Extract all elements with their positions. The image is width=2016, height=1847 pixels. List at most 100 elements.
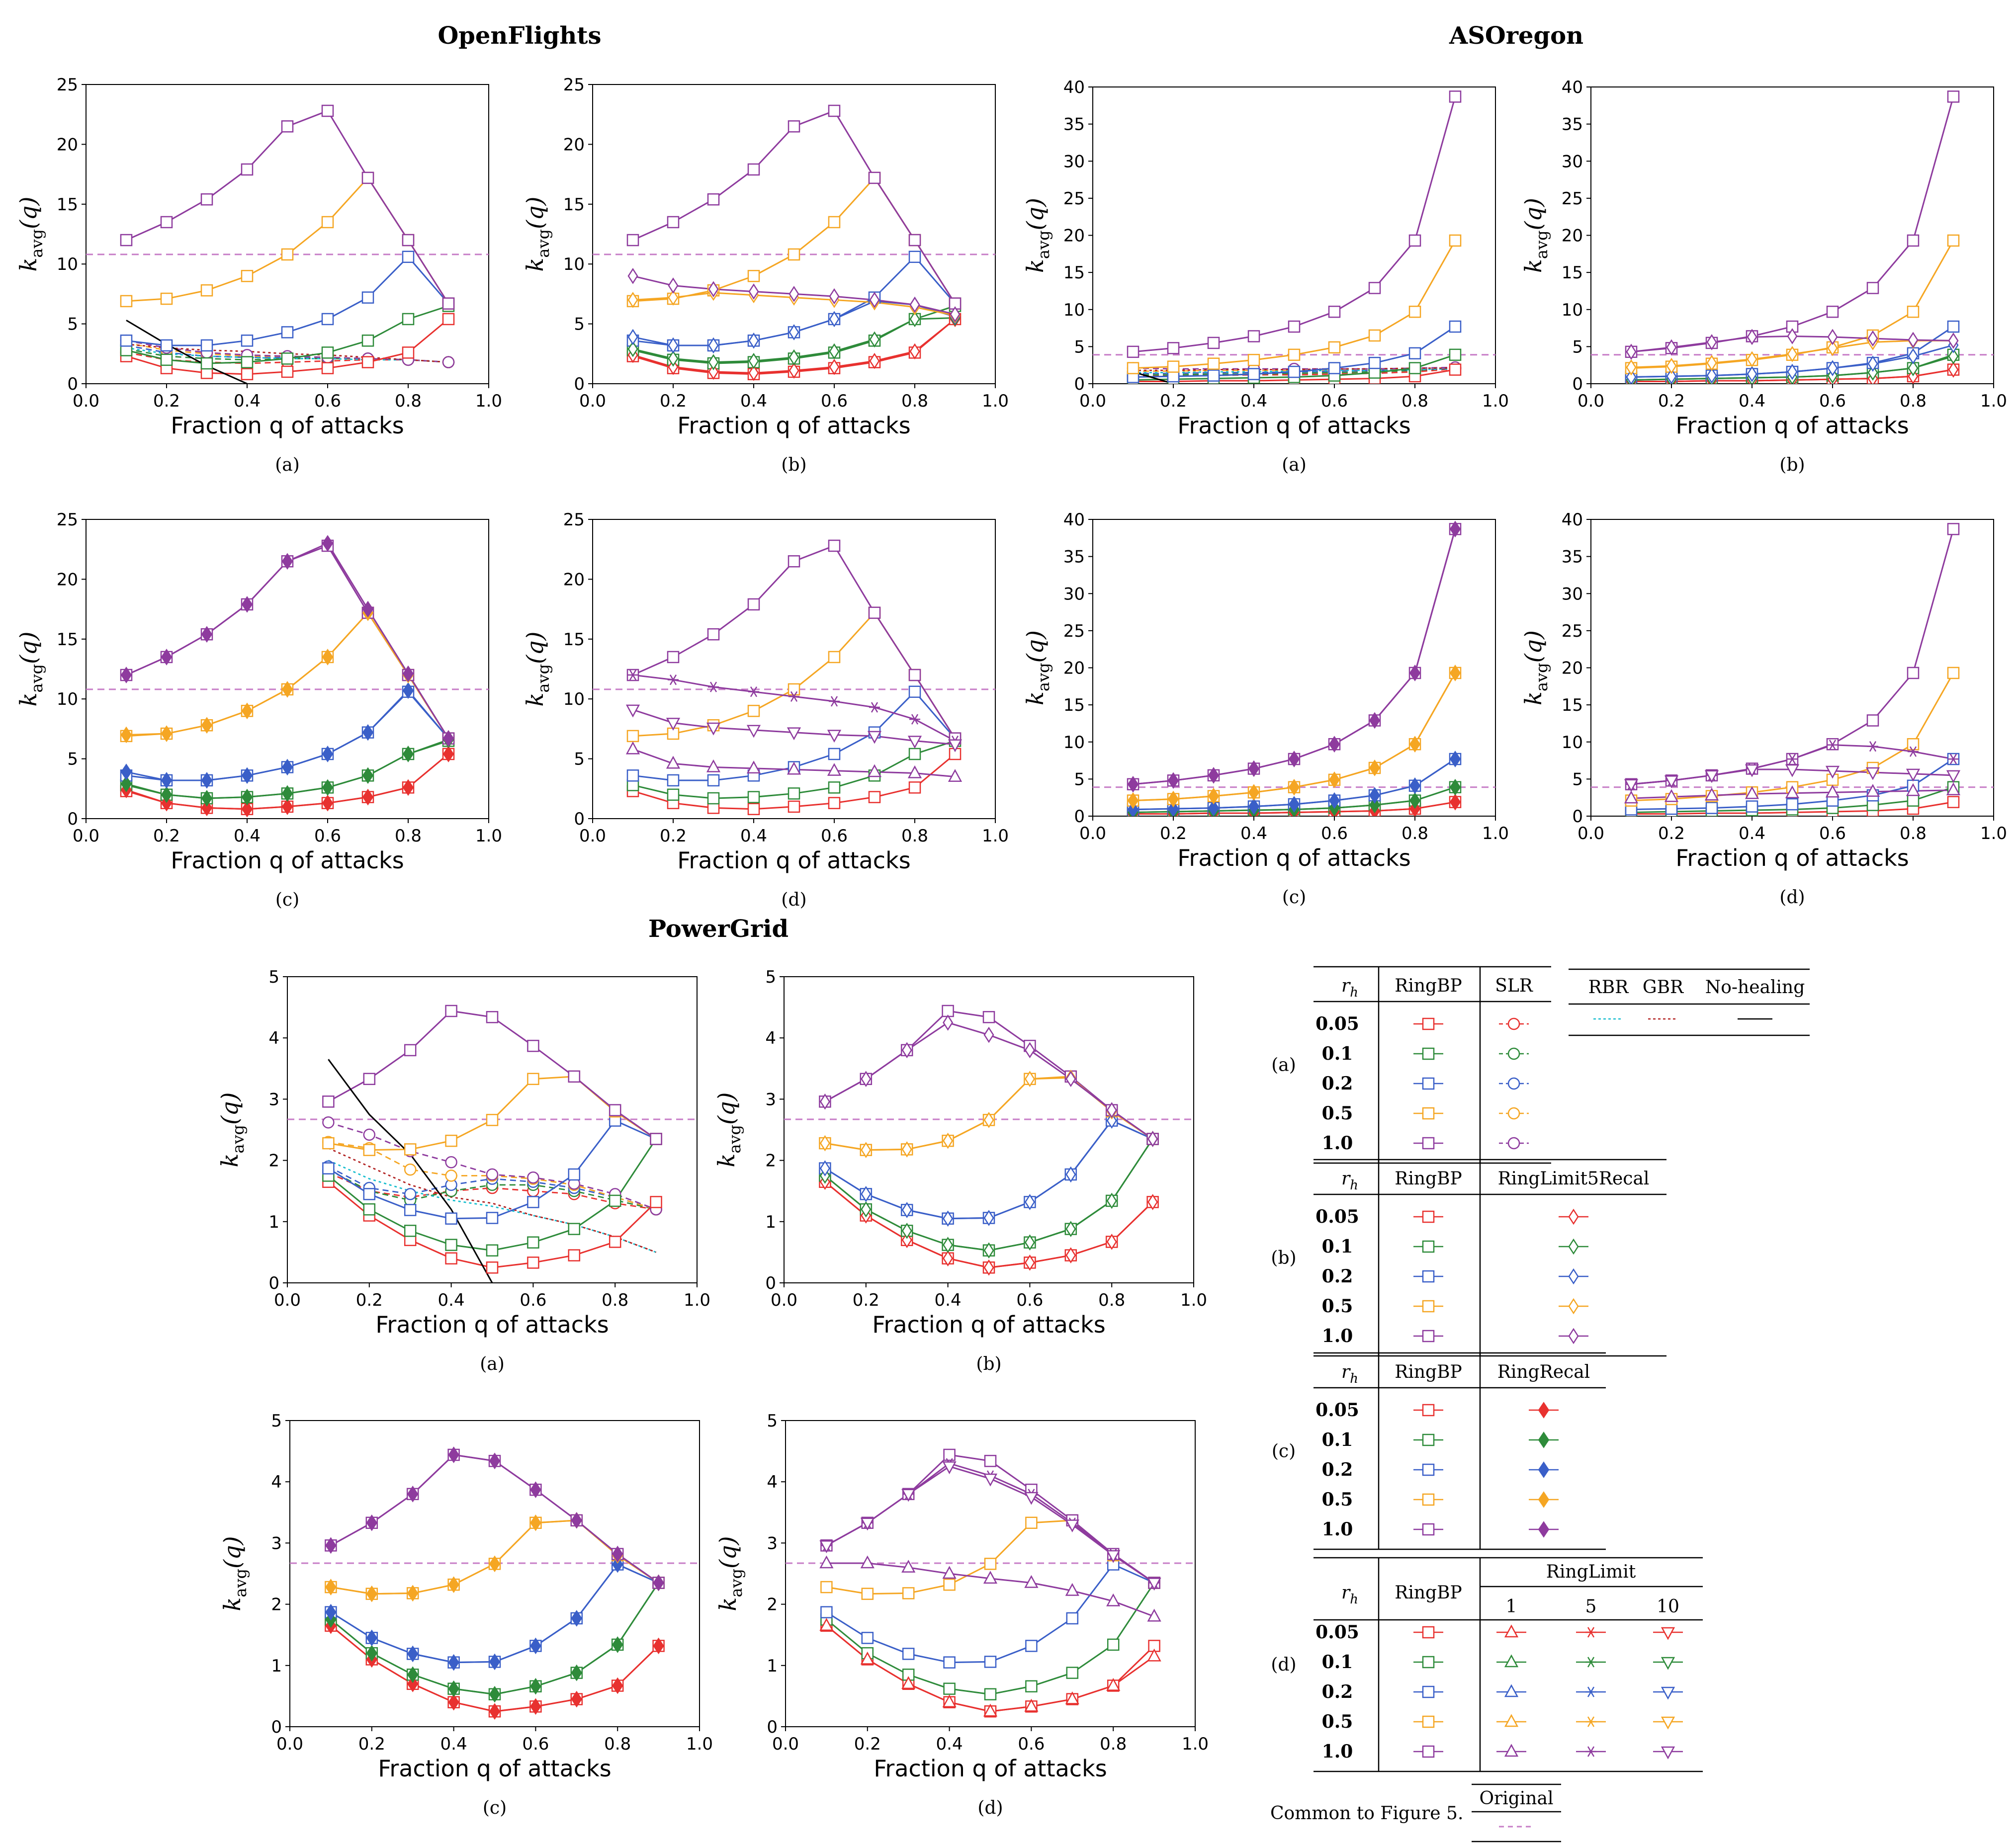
x-tick-label: 0.8 xyxy=(1900,824,1927,843)
panel-label: (c) xyxy=(1282,887,1306,908)
panel-label: (a) xyxy=(1282,455,1307,475)
point-ringrecal-0-05 xyxy=(612,1677,623,1694)
x-tick-label: 0.2 xyxy=(1658,391,1685,411)
point-ringbp-0-5 xyxy=(1247,353,1260,366)
point-ringlimit-10-1-0 xyxy=(1745,764,1759,777)
y-tick-label: 40 xyxy=(1562,78,1583,97)
point-ringbp-0-1 xyxy=(445,1239,457,1251)
y-tick-label: 40 xyxy=(1562,510,1583,530)
series-line-ringlimit5recal-0-1 xyxy=(824,1138,1153,1252)
point-ringbp-0-5 xyxy=(747,705,760,717)
point-ringrecal-1-0 xyxy=(407,1486,419,1503)
series-layer xyxy=(786,1448,1195,1718)
legend-ringlimit-5-marker xyxy=(1585,1716,1596,1727)
point-ringlimit5recal-0-05 xyxy=(748,365,759,381)
point-ringbp-0-2 xyxy=(1947,320,1960,333)
y-tick-label: 35 xyxy=(1562,547,1583,567)
point-ringrecal-0-1 xyxy=(201,790,213,807)
point-ringlimit5recal-0-1 xyxy=(1065,1221,1076,1237)
x-tick-label: 1.0 xyxy=(1482,391,1509,411)
panel-label: (c) xyxy=(275,890,299,910)
y-tick-label: 0 xyxy=(1074,807,1085,827)
point-ringlimit5recal-1-0 xyxy=(819,1093,830,1110)
point-ringrecal-0-5 xyxy=(120,726,132,744)
rh-header: rh xyxy=(1341,1583,1358,1607)
point-ringrecal-1-0 xyxy=(1369,712,1381,729)
point-ringrecal-1-0 xyxy=(1127,776,1139,793)
panel-label: (c) xyxy=(483,1798,507,1818)
chart-openflights-b: 0 5 10 15 20 25 0.0 0.2 0.4 0.6 0.8 1.0 Fraction q o… xyxy=(522,75,1009,475)
point-ringbp-0-5 xyxy=(321,216,334,229)
series-layer xyxy=(290,1446,700,1720)
point-ringbp-1-0 xyxy=(788,120,800,133)
point-ringrecal-0-2 xyxy=(281,758,293,776)
point-ringbp-0-05 xyxy=(241,368,254,380)
legend-ringbp-marker xyxy=(1422,1077,1435,1090)
point-ringlimit5recal-0-5 xyxy=(1747,351,1757,368)
series-line-ringrecal-0-1 xyxy=(330,1582,659,1695)
legend-ringlimit-10-marker xyxy=(1661,1657,1675,1670)
y-tick-label: 0 xyxy=(1074,374,1085,394)
point-ringlimit5recal-0-2 xyxy=(943,1210,954,1227)
point-ringbp-0-2 xyxy=(908,251,921,263)
point-ringbp-1-0 xyxy=(1866,282,1879,294)
point-ringlimit-5-1-0 xyxy=(708,681,719,692)
point-ringbp-1-0 xyxy=(908,669,921,681)
x-tick-label: 0.4 xyxy=(234,826,261,846)
legend-ringbp-marker xyxy=(1422,1270,1435,1283)
chart-powergrid-c: 0 1 2 3 4 5 0.0 0.2 0.4 0.6 0.8 1.0 Fraction q of at… xyxy=(219,1411,713,1818)
point-ringrecal-1-0 xyxy=(1167,772,1179,789)
legend-ringlimit5recal-marker xyxy=(1568,1328,1579,1344)
point-ringlimit5recal-1-0 xyxy=(1908,332,1919,348)
y-tick-label: 35 xyxy=(1063,547,1085,567)
chart-asoregon-a: 0 5 10 15 20 25 30 35 40 0.0 0.2 0.4 0.6 0.8 1.0 Fracti… xyxy=(1022,78,1509,475)
point-ringlimit5recal-0-1 xyxy=(869,331,880,348)
point-ringbp-0-2 xyxy=(1066,1612,1079,1625)
panel-label: (a) xyxy=(275,455,300,475)
point-ringrecal-0-5 xyxy=(281,681,293,698)
x-tick-label: 0.4 xyxy=(1739,391,1765,411)
col2-header: SLR xyxy=(1495,976,1533,996)
point-ringrecal-0-1 xyxy=(161,786,173,803)
point-ringlimit-1-0-05 xyxy=(983,1703,998,1717)
x-tick-label: 0.2 xyxy=(854,1734,881,1754)
x-tick-label: 0.8 xyxy=(1402,391,1428,411)
point-ringlimit5recal-1-0 xyxy=(829,288,840,305)
point-ringrecal-0-5 xyxy=(489,1555,501,1573)
x-tick-label: 0.2 xyxy=(153,826,180,846)
point-ringlimit-1-1-0 xyxy=(942,1566,957,1579)
point-ringlimit-5-1-0 xyxy=(1948,754,1959,764)
series-line-ringbp-1-0 xyxy=(1133,96,1456,353)
point-ringlimit5recal-1-0 xyxy=(909,296,920,313)
point-ringbp-0-2 xyxy=(667,774,680,787)
point-ringbp-0-2 xyxy=(828,748,841,760)
x-tick-label: 0.0 xyxy=(1578,824,1604,843)
point-ringbp-1-0 xyxy=(1947,523,1960,535)
point-ringlimit-5-1-0 xyxy=(869,702,880,713)
y-tick-label: 25 xyxy=(57,510,78,530)
x-tick-label: 0.8 xyxy=(602,1290,628,1310)
point-ringrecal-0-2 xyxy=(1167,800,1179,816)
y-tick-label: 0 xyxy=(574,809,585,829)
legend-ringbp-marker xyxy=(1422,1656,1435,1669)
point-ringlimit-1-1-0 xyxy=(819,1555,834,1569)
point-ringlimit-1-1-0 xyxy=(1825,784,1840,798)
x-tick-label: 0.6 xyxy=(314,391,341,411)
point-ringbp-0-5 xyxy=(281,248,294,261)
point-ringbp-0-5 xyxy=(902,1587,915,1599)
point-ringlimit5recal-0-05 xyxy=(1024,1255,1035,1271)
point-ringlimit5recal-0-5 xyxy=(819,1135,830,1152)
point-ringrecal-1-0 xyxy=(281,553,293,570)
point-ringbp-0-2 xyxy=(160,339,173,352)
point-ringrecal-1-0 xyxy=(489,1452,501,1470)
y-tick-label: 15 xyxy=(1562,263,1583,283)
y-tick-label: 0 xyxy=(268,1273,279,1293)
panel-label: (d) xyxy=(781,890,806,910)
y-tick-label: 1 xyxy=(268,1212,279,1232)
col2-header: RingLimit xyxy=(1546,1562,1636,1582)
panel-label: (d) xyxy=(977,1798,1003,1818)
point-ringlimit-10-1-0 xyxy=(625,704,640,718)
series-layer xyxy=(1093,90,1495,384)
point-ringbp-0-2 xyxy=(1025,1640,1038,1652)
